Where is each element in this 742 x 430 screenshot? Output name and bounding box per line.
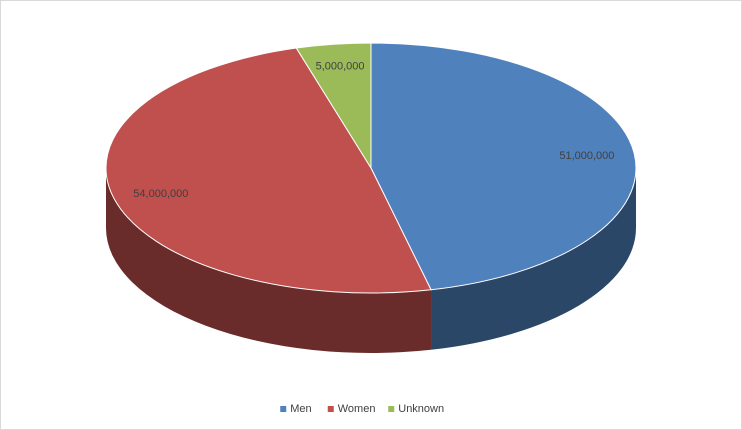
slice [295,42,372,170]
slice-side [431,168,636,350]
data-label: 54,000,000 [133,188,188,200]
legend-swatch [280,406,287,412]
legend-label: Men [290,403,311,415]
legend-label: Women [338,403,376,415]
slice [105,47,432,294]
legend-label: Unknown [398,403,444,415]
slice [370,42,637,291]
data-label: 51,000,000 [559,150,614,162]
legend-swatch [388,406,395,412]
slice-side [106,168,432,354]
data-label: 5,000,000 [316,60,365,72]
legend-swatch [327,406,334,412]
